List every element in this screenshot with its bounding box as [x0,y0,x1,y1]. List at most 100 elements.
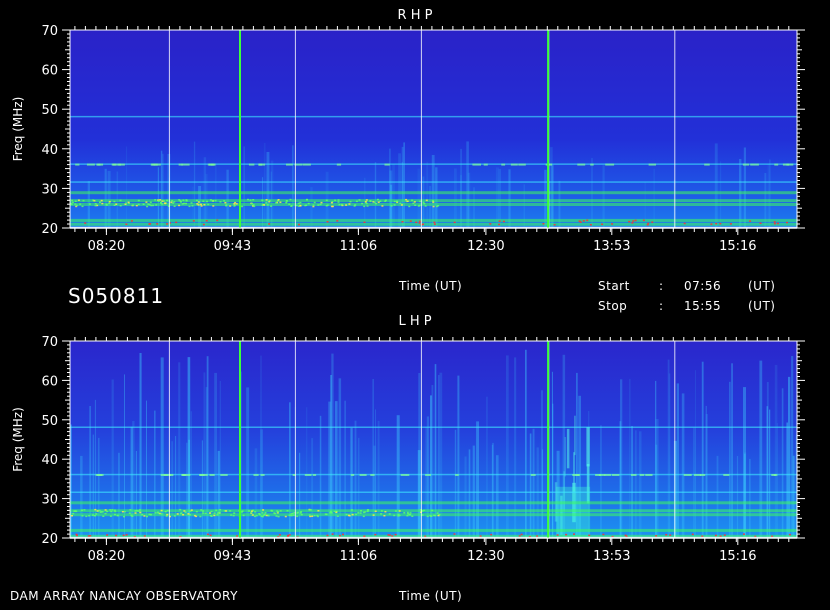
peak-dot [418,220,421,223]
emission-dot [250,510,253,512]
peak-dot [236,535,238,537]
emission-dot [279,510,282,512]
peak-dot [418,222,421,224]
emission-dot [275,202,278,204]
emission-dot [413,201,416,203]
emission-dot [270,509,273,512]
peak-dot [579,221,582,223]
noise-streak [418,373,421,538]
peak-dot [710,223,713,225]
emission-dot [320,201,323,204]
emission-dot [223,510,226,512]
emission-dot [336,515,339,517]
emission-dot [396,201,399,203]
emission-dot [185,199,188,201]
noise-streak [556,450,560,538]
noise-streak [552,403,554,538]
noise-streak [130,426,133,538]
emission-dot [252,204,255,206]
emission-dot [330,512,333,514]
peak-dot [589,224,592,226]
emission-dash [160,474,168,476]
noise-streak [403,142,405,228]
emission-dot [83,509,86,511]
peak-dot [588,534,591,537]
emission-dot [113,200,116,203]
emission-dot [357,512,360,514]
emission-dot [108,202,111,205]
emission-dot [419,509,422,511]
emission-dash [370,474,375,476]
emission-dot [286,510,289,512]
noise-streak [468,449,471,538]
emission-dash [209,474,215,476]
noise-streak [334,401,338,538]
peak-dot [719,535,722,537]
emission-dot [403,512,406,514]
emission-dot [123,511,126,513]
emission-dot [350,509,353,511]
emission-dot [234,201,237,204]
peak-dot [166,223,169,225]
emission-dash [253,474,259,476]
emission-dash [483,163,488,166]
emission-dot [284,515,287,518]
emission-dot [374,510,377,512]
emission-dot [121,511,124,513]
emission-dash [577,163,586,166]
emission-dot [276,510,279,512]
noise-streak [146,400,147,538]
emission-dot [92,199,95,201]
emission-dot [139,511,142,514]
peak-dot [715,222,718,225]
emission-dot [71,201,74,204]
emission-dot [209,512,211,514]
noise-streak [206,356,209,538]
noise-streak [464,456,467,538]
noise-streak [188,439,190,538]
emission-dash [518,163,526,166]
noise-streak [319,415,322,538]
emission-dot [99,201,101,203]
emission-dot [223,200,226,202]
noise-streak [157,167,159,228]
emission-dot [178,204,181,207]
peak-dot [665,534,668,536]
y-tick-label: 40 [41,143,58,158]
emission-dot [393,514,396,517]
peak-dot [611,535,614,538]
noise-streak [457,375,460,538]
emission-dot [99,511,102,513]
noise-streak [759,360,763,538]
emission-dot [94,508,97,511]
noise-streak [525,349,527,538]
emission-dot [263,204,266,206]
emission-dot [145,201,148,203]
noise-streak [374,162,377,228]
emission-dot [161,203,164,205]
emission-dot [213,514,216,517]
noise-streak [94,399,96,538]
y-tick-label: 70 [41,24,58,39]
emission-dash [86,163,95,166]
noise-streak [306,407,308,538]
noise-streak [292,145,294,228]
noise-streak [398,153,401,228]
noise-streak [215,163,217,228]
noise-streak [695,370,696,538]
emission-dot [148,513,151,516]
emission-dot [329,510,332,513]
emission-band [70,509,797,513]
y-tick-label: 70 [41,335,58,350]
emission-dot [319,203,322,206]
peak-dot [786,221,788,224]
x-tick-label: 08:20 [88,239,125,254]
emission-dot [268,199,271,202]
peak-dot [401,221,404,223]
noise-streak [246,387,250,538]
peak-dot [647,222,650,225]
emission-dot [249,199,252,201]
noise-streak [311,438,314,538]
peak-dot [453,221,456,224]
emission-dot [381,205,384,207]
